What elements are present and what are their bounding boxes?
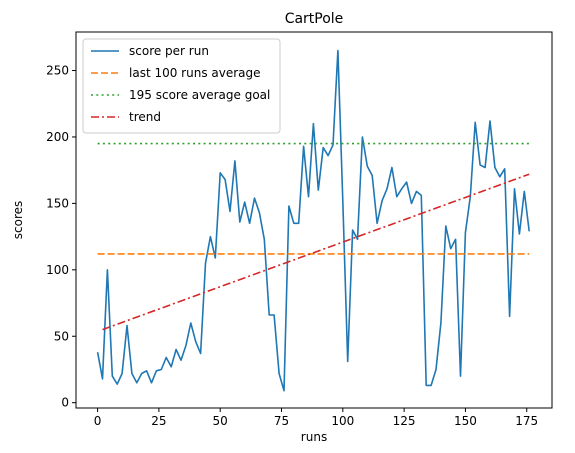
- y-tick-label: 150: [46, 196, 69, 210]
- y-axis-label: scores: [11, 201, 25, 240]
- legend-label: trend: [129, 110, 161, 124]
- series-line-0: [96, 49, 530, 392]
- x-axis-ticks: 0 25 50 75 100 125 150 175: [94, 408, 538, 428]
- y-tick-label: 200: [46, 130, 69, 144]
- y-tick-label: 0: [61, 396, 69, 410]
- x-axis-label: runs: [301, 430, 327, 444]
- legend-label: last 100 runs average: [129, 66, 261, 80]
- y-axis-ticks: 0 50 100 150 200 250: [46, 64, 76, 410]
- legend: score per run last 100 runs average 195 sc…: [82, 38, 281, 134]
- x-tick-label: 50: [213, 414, 228, 428]
- y-tick-label: 100: [46, 263, 69, 277]
- x-tick-label: 100: [331, 414, 354, 428]
- legend-label: 195 score average goal: [129, 88, 270, 102]
- x-tick-label: 75: [274, 414, 289, 428]
- series-line-3: [102, 173, 530, 331]
- legend-box: [82, 38, 281, 134]
- plot-series: [96, 49, 530, 392]
- axes-frame: [75, 31, 553, 409]
- legend-label: score per run: [129, 44, 209, 58]
- y-tick-label: 250: [46, 64, 69, 78]
- x-tick-label: 175: [515, 414, 538, 428]
- x-tick-label: 25: [151, 414, 166, 428]
- x-tick-label: 0: [94, 414, 102, 428]
- y-tick-label: 50: [54, 329, 69, 343]
- chart-title: CartPole: [285, 11, 344, 27]
- x-tick-label: 125: [393, 414, 416, 428]
- x-tick-label: 150: [454, 414, 477, 428]
